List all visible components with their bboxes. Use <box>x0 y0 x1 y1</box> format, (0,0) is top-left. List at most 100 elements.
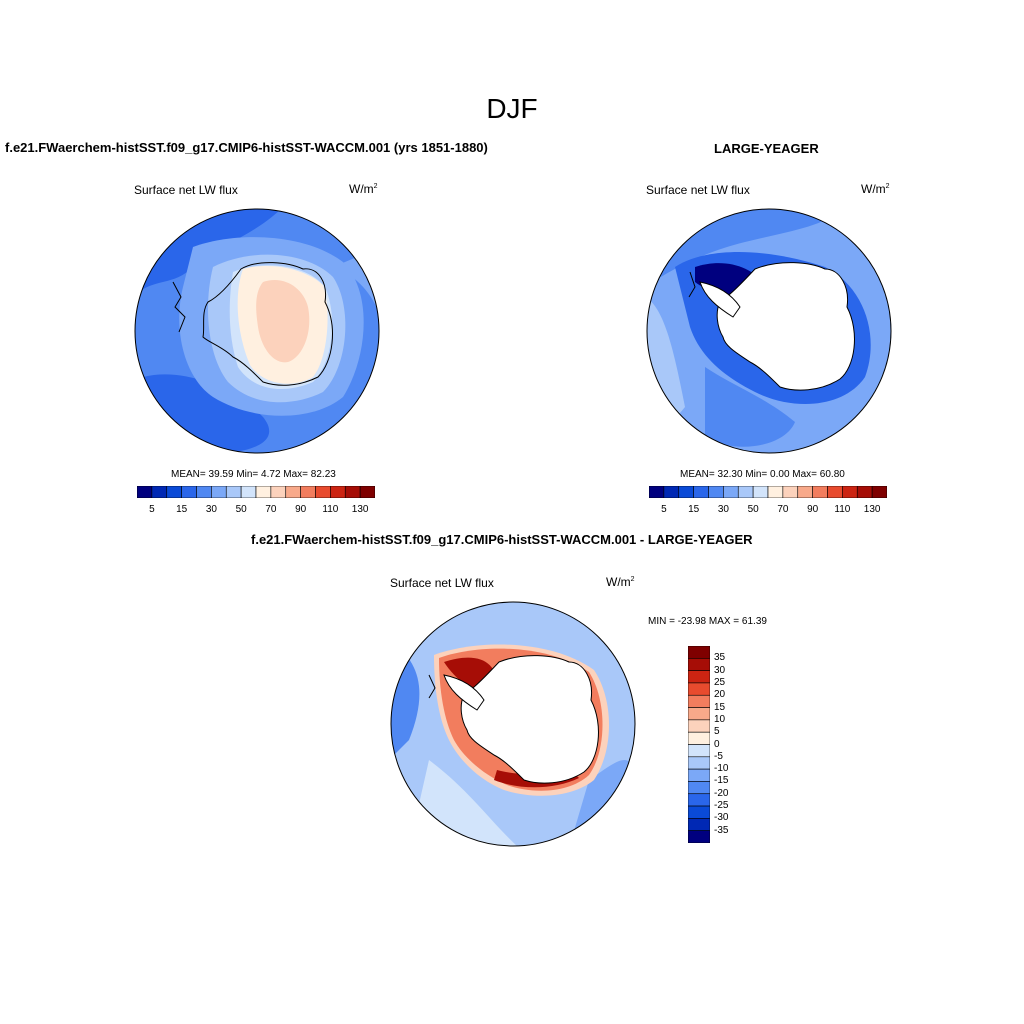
colorbar-tick-label: 20 <box>714 689 726 701</box>
colorbar-tick-label: 70 <box>265 504 277 515</box>
colorbar-tick-label: 110 <box>834 504 851 515</box>
colorbar-tick-label: -35 <box>714 824 729 836</box>
colorbar-swatch <box>240 486 257 498</box>
colorbar-swatch <box>688 805 710 819</box>
colorbar-swatch <box>688 658 710 671</box>
colorbar-swatch <box>842 486 858 498</box>
colorbar-swatch <box>688 781 710 795</box>
colorbar-swatch <box>752 486 769 498</box>
colorbar-tick-label: 50 <box>747 504 759 515</box>
colorbar-swatch <box>871 486 887 498</box>
colorbar-swatch <box>344 486 361 498</box>
colorbar-tick-label: 70 <box>777 504 789 515</box>
panel3-colorbar <box>688 646 710 843</box>
colorbar-swatch <box>211 486 227 498</box>
colorbar-tick-label: 5 <box>714 726 720 738</box>
colorbar-swatch <box>649 486 665 498</box>
colorbar-swatch <box>688 818 710 831</box>
panel3-variable: Surface net LW flux <box>390 576 494 590</box>
colorbar-swatch <box>166 486 182 498</box>
colorbar-swatch <box>688 744 710 758</box>
colorbar-swatch <box>688 756 710 770</box>
panel2-variable: Surface net LW flux <box>646 183 750 197</box>
colorbar-swatch <box>330 486 346 498</box>
panel3-title: f.e21.FWaerchem-histSST.f09_g17.CMIP6-hi… <box>251 532 753 547</box>
colorbar-swatch <box>688 793 710 807</box>
colorbar-swatch <box>688 830 710 843</box>
colorbar-swatch <box>688 646 710 659</box>
colorbar-swatch <box>856 486 873 498</box>
colorbar-swatch <box>688 768 710 782</box>
colorbar-swatch <box>693 486 709 498</box>
panel1-polar-map <box>134 208 380 454</box>
colorbar-swatch <box>812 486 828 498</box>
colorbar-swatch <box>723 486 739 498</box>
colorbar-tick-label: 15 <box>176 504 188 515</box>
colorbar-tick-label: -15 <box>714 775 729 787</box>
colorbar-tick-label: 50 <box>235 504 247 515</box>
panel1-title: f.e21.FWaerchem-histSST.f09_g17.CMIP6-hi… <box>5 140 488 155</box>
colorbar-swatch <box>196 486 212 498</box>
colorbar-tick-label: -20 <box>714 787 729 799</box>
colorbar-tick-label: 110 <box>322 504 339 515</box>
colorbar-swatch <box>181 486 197 498</box>
colorbar-swatch <box>663 486 680 498</box>
colorbar-swatch <box>255 486 272 498</box>
panel2-units: W/m2 <box>861 182 890 196</box>
figure-title: DJF <box>486 93 538 124</box>
panel3-polar-map <box>390 601 636 847</box>
panel3-colorbar-labels: 35 30 25 20 15 10 5 0 -5 -10 -15 -20 -25 -30 -35 <box>714 646 754 843</box>
colorbar-tick-label: 130 <box>351 504 369 515</box>
panel1-variable: Surface net LW flux <box>134 183 238 197</box>
panel1-colorbar <box>137 486 375 498</box>
colorbar-tick-label: 30 <box>717 504 729 515</box>
colorbar-swatch <box>359 486 375 498</box>
colorbar-tick-label: 0 <box>714 738 720 750</box>
panel1-units: W/m2 <box>349 182 378 196</box>
colorbar-swatch <box>688 670 710 684</box>
colorbar-tick-label: -30 <box>714 812 729 824</box>
colorbar-tick-label: 15 <box>688 504 700 515</box>
colorbar-swatch <box>688 719 710 733</box>
colorbar-tick-label: 5 <box>149 504 155 515</box>
colorbar-swatch <box>782 486 799 498</box>
colorbar-tick-label: 35 <box>714 652 726 664</box>
colorbar-swatch <box>797 486 813 498</box>
colorbar-swatch <box>767 486 784 498</box>
colorbar-swatch <box>708 486 724 498</box>
colorbar-tick-label: 25 <box>714 676 726 688</box>
colorbar-tick-label: 30 <box>205 504 217 515</box>
panel1-colorbar-ticks: 5 15 30 50 70 90 110 130 <box>137 504 375 518</box>
panel2-polar-map <box>646 208 892 454</box>
colorbar-tick-label: -5 <box>714 750 723 762</box>
colorbar-swatch <box>688 731 710 745</box>
colorbar-swatch <box>300 486 316 498</box>
colorbar-tick-label: 90 <box>295 504 307 515</box>
colorbar-tick-label: -10 <box>714 763 729 775</box>
colorbar-swatch <box>315 486 331 498</box>
colorbar-tick-label: 15 <box>714 701 726 713</box>
colorbar-swatch <box>678 486 694 498</box>
colorbar-tick-label: 130 <box>863 504 881 515</box>
colorbar-swatch <box>137 486 153 498</box>
colorbar-swatch <box>688 707 710 721</box>
panel3-stats: MIN = -23.98 MAX = 61.39 <box>648 616 767 627</box>
colorbar-tick-label: -25 <box>714 800 729 812</box>
colorbar-tick-label: 30 <box>714 664 726 676</box>
colorbar-swatch <box>285 486 301 498</box>
panel3-units: W/m2 <box>606 575 635 589</box>
colorbar-tick-label: 10 <box>714 713 726 725</box>
panel2-title: LARGE-YEAGER <box>714 141 819 156</box>
colorbar-swatch <box>270 486 287 498</box>
colorbar-swatch <box>737 486 754 498</box>
colorbar-swatch <box>688 682 710 696</box>
colorbar-swatch <box>827 486 843 498</box>
panel2-colorbar <box>649 486 887 498</box>
colorbar-swatch <box>688 694 710 708</box>
panel2-colorbar-ticks: 5 15 30 50 70 90 110 130 <box>649 504 887 518</box>
panel1-stats: MEAN= 39.59 Min= 4.72 Max= 82.23 <box>171 469 336 480</box>
colorbar-tick-label: 5 <box>661 504 667 515</box>
panel2-stats: MEAN= 32.30 Min= 0.00 Max= 60.80 <box>680 469 845 480</box>
colorbar-tick-label: 90 <box>807 504 819 515</box>
colorbar-swatch <box>151 486 168 498</box>
